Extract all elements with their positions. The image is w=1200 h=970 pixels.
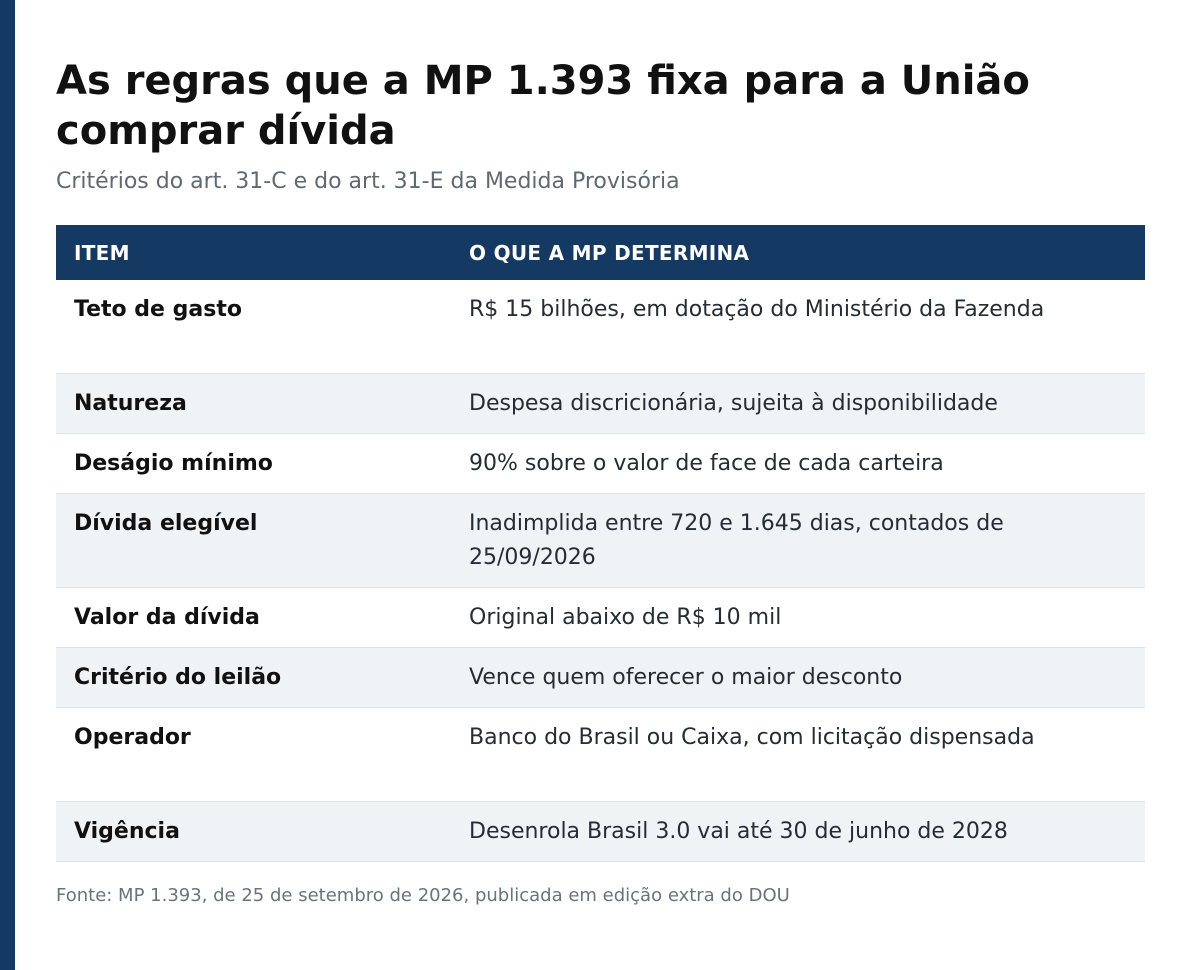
- row-item: Dívida elegível: [74, 511, 258, 536]
- row-text: Desenrola Brasil 3.0 vai até 30 de junho…: [469, 819, 1008, 844]
- row-item: Valor da dívida: [74, 605, 260, 630]
- page-title: As regras que a MP 1.393 fixa para a Uni…: [56, 58, 1030, 154]
- row-item: Operador: [74, 725, 191, 750]
- column-header-determination: O QUE A MP DETERMINA: [469, 240, 750, 265]
- row-item: Vigência: [74, 819, 180, 844]
- row-text: 90% sobre o valor de face de cada cartei…: [469, 451, 944, 476]
- row-text: Inadimplida entre 720 e 1.645 dias, cont…: [469, 511, 1004, 570]
- page-subtitle: Critérios do art. 31-C e do art. 31-E da…: [56, 169, 680, 194]
- table-header: ITEM O QUE A MP DETERMINA: [56, 225, 1145, 280]
- table-row: Teto de gasto R$ 15 bilhões, em dotação …: [56, 280, 1145, 374]
- table-row: Deságio mínimo 90% sobre o valor de face…: [56, 434, 1145, 494]
- rules-table: ITEM O QUE A MP DETERMINA Teto de gasto …: [56, 225, 1145, 862]
- row-item: Teto de gasto: [74, 297, 242, 322]
- article-card: As regras que a MP 1.393 fixa para a Uni…: [56, 56, 1145, 908]
- row-item: Deságio mínimo: [74, 451, 273, 476]
- source-footnote: Fonte: MP 1.393, de 25 de setembro de 20…: [56, 885, 790, 906]
- row-item: Natureza: [74, 391, 187, 416]
- table-row: Critério do leilão Vence quem oferecer o…: [56, 648, 1145, 708]
- accent-bar: [0, 0, 15, 970]
- table-row: Natureza Despesa discricionária, sujeita…: [56, 374, 1145, 434]
- row-text: Original abaixo de R$ 10 mil: [469, 605, 782, 630]
- table-row: Operador Banco do Brasil ou Caixa, com l…: [56, 708, 1145, 802]
- row-text: Despesa discricionária, sujeita à dispon…: [469, 391, 998, 416]
- column-header-item: ITEM: [74, 240, 130, 265]
- row-text: R$ 15 bilhões, em dotação do Ministério …: [469, 297, 1045, 322]
- table-row: Dívida elegível Inadimplida entre 720 e …: [56, 494, 1145, 588]
- row-text: Banco do Brasil ou Caixa, com licitação …: [469, 725, 1035, 750]
- row-text: Vence quem oferecer o maior desconto: [469, 665, 903, 690]
- table-row: Valor da dívida Original abaixo de R$ 10…: [56, 588, 1145, 648]
- row-item: Critério do leilão: [74, 665, 282, 690]
- table-row: Vigência Desenrola Brasil 3.0 vai até 30…: [56, 802, 1145, 862]
